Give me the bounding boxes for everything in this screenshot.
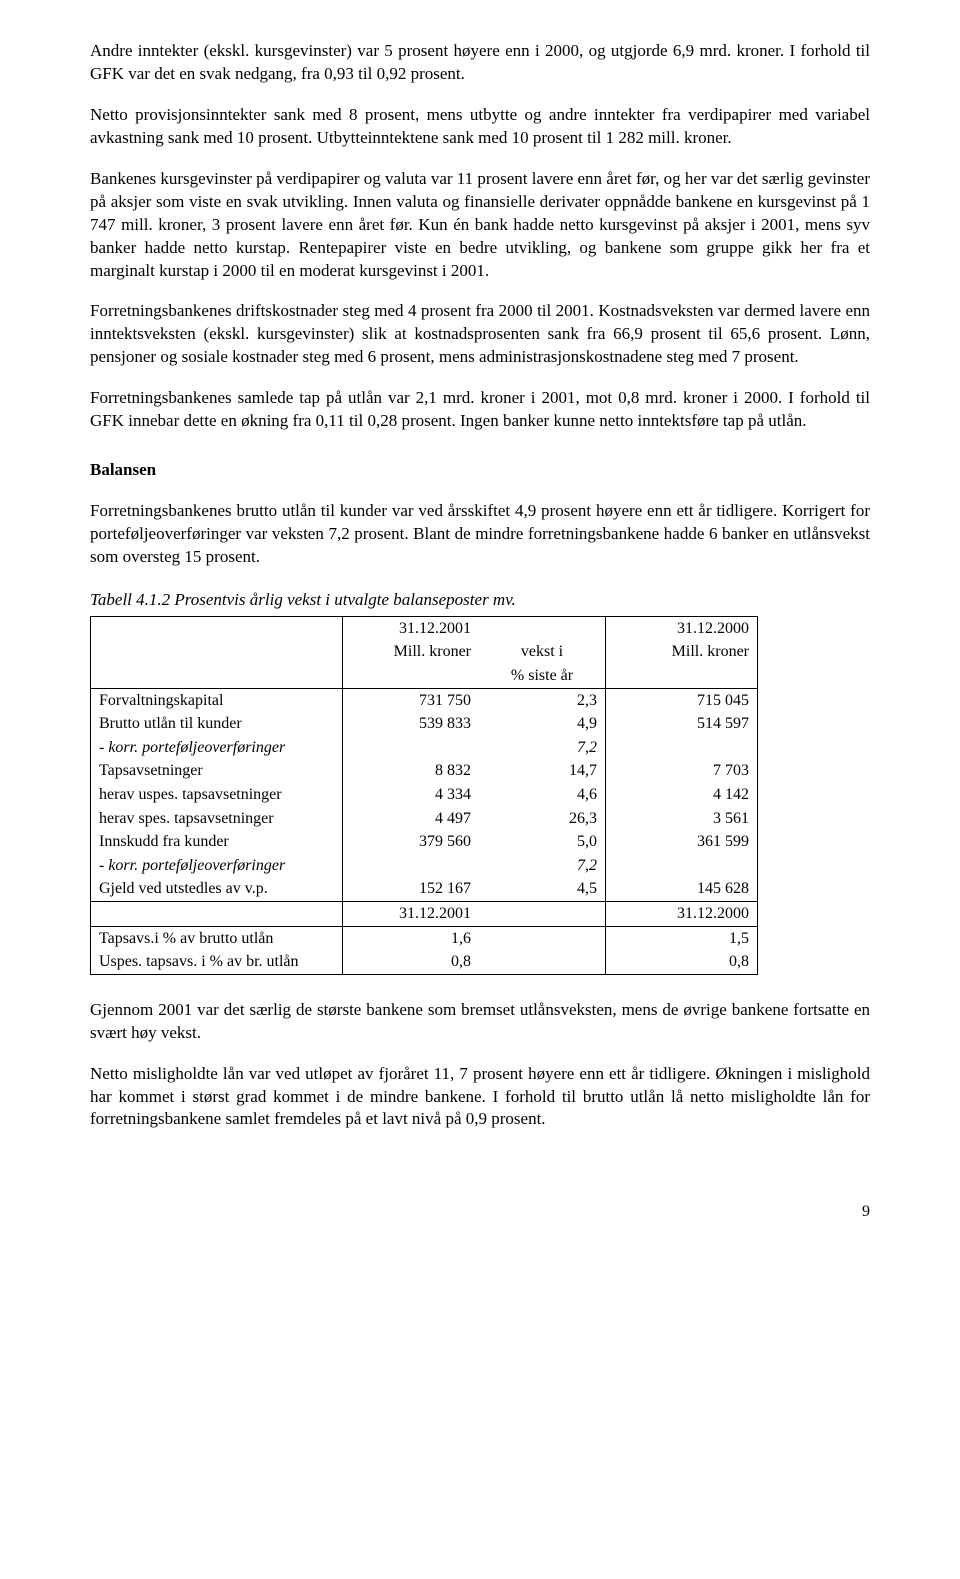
row-val: 7,2: [479, 854, 606, 878]
paragraph: Netto provisjonsinntekter sank med 8 pro…: [90, 104, 870, 150]
section-heading-balansen: Balansen: [90, 459, 870, 482]
row-val: 4 142: [606, 783, 758, 807]
paragraph: Bankenes kursgevinster på verdipapirer o…: [90, 168, 870, 283]
row-label: Tapsavsetninger: [91, 759, 343, 783]
col-header-date: 31.12.2000: [606, 901, 758, 926]
paragraph: Forretningsbankenes brutto utlån til kun…: [90, 500, 870, 569]
col-header-unit: Mill. kroner: [606, 640, 758, 664]
table-row: Innskudd fra kunder 379 560 5,0 361 599: [91, 830, 758, 854]
table-header-row: 31.12.2001 31.12.2000: [91, 616, 758, 640]
table-row: Gjeld ved utstedles av v.p. 152 167 4,5 …: [91, 877, 758, 901]
row-val: [343, 854, 480, 878]
row-val: 715 045: [606, 688, 758, 712]
row-val: 3 561: [606, 807, 758, 831]
row-val: 4,6: [479, 783, 606, 807]
table-row: Tapsavsetninger 8 832 14,7 7 703: [91, 759, 758, 783]
row-val: 4,5: [479, 877, 606, 901]
row-label: Gjeld ved utstedles av v.p.: [91, 877, 343, 901]
row-val: 1,5: [606, 926, 758, 950]
paragraph: Forretningsbankenes samlede tap på utlån…: [90, 387, 870, 433]
row-label: Innskudd fra kunder: [91, 830, 343, 854]
row-val: 4 334: [343, 783, 480, 807]
page-number: 9: [90, 1201, 870, 1223]
row-val: 379 560: [343, 830, 480, 854]
col-header-growth-unit: % siste år: [479, 664, 606, 688]
row-val: 8 832: [343, 759, 480, 783]
row-label: Uspes. tapsavs. i % av br. utlån: [91, 950, 343, 974]
row-val: 0,8: [606, 950, 758, 974]
table-row: herav uspes. tapsavsetninger 4 334 4,6 4…: [91, 783, 758, 807]
row-val: 7 703: [606, 759, 758, 783]
table-row: - korr. porteføljeoverføringer 7,2: [91, 736, 758, 760]
row-val: 361 599: [606, 830, 758, 854]
row-label: herav spes. tapsavsetninger: [91, 807, 343, 831]
table-header-row: Mill. kroner vekst i Mill. kroner: [91, 640, 758, 664]
balance-table: 31.12.2001 31.12.2000 Mill. kroner vekst…: [90, 616, 758, 975]
table-row: herav spes. tapsavsetninger 4 497 26,3 3…: [91, 807, 758, 831]
paragraph: Gjennom 2001 var det særlig de største b…: [90, 999, 870, 1045]
row-val: [606, 854, 758, 878]
paragraph: Netto misligholdte lån var ved utløpet a…: [90, 1063, 870, 1132]
table-subheader-row: 31.12.2001 31.12.2000: [91, 901, 758, 926]
row-val: 26,3: [479, 807, 606, 831]
row-val: 1,6: [343, 926, 480, 950]
row-label: - korr. porteføljeoverføringer: [91, 736, 343, 760]
row-val: 0,8: [343, 950, 480, 974]
col-header-date: 31.12.2000: [606, 616, 758, 640]
col-header-growth: vekst i: [479, 640, 606, 664]
row-val: [343, 736, 480, 760]
row-val: 4 497: [343, 807, 480, 831]
col-header-date: 31.12.2001: [343, 616, 480, 640]
table-row: Uspes. tapsavs. i % av br. utlån 0,8 0,8: [91, 950, 758, 974]
row-val: [606, 736, 758, 760]
row-label: Forvaltningskapital: [91, 688, 343, 712]
table-header-row: % siste år: [91, 664, 758, 688]
row-val: 152 167: [343, 877, 480, 901]
row-val: 145 628: [606, 877, 758, 901]
row-val: [479, 950, 606, 974]
table-row: Brutto utlån til kunder 539 833 4,9 514 …: [91, 712, 758, 736]
row-val: 4,9: [479, 712, 606, 736]
row-val: 514 597: [606, 712, 758, 736]
table-row: - korr. porteføljeoverføringer 7,2: [91, 854, 758, 878]
row-val: 5,0: [479, 830, 606, 854]
row-val: 7,2: [479, 736, 606, 760]
col-header-unit: Mill. kroner: [343, 640, 480, 664]
paragraph: Andre inntekter (ekskl. kursgevinster) v…: [90, 40, 870, 86]
row-val: 2,3: [479, 688, 606, 712]
table-title: Tabell 4.1.2 Prosentvis årlig vekst i ut…: [90, 589, 870, 612]
paragraph: Forretningsbankenes driftskostnader steg…: [90, 300, 870, 369]
document-page: Andre inntekter (ekskl. kursgevinster) v…: [0, 0, 960, 1263]
table-row: Forvaltningskapital 731 750 2,3 715 045: [91, 688, 758, 712]
row-label: Brutto utlån til kunder: [91, 712, 343, 736]
col-header-date: 31.12.2001: [343, 901, 480, 926]
table-row: Tapsavs.i % av brutto utlån 1,6 1,5: [91, 926, 758, 950]
row-val: 539 833: [343, 712, 480, 736]
row-label: Tapsavs.i % av brutto utlån: [91, 926, 343, 950]
row-val: 731 750: [343, 688, 480, 712]
row-val: 14,7: [479, 759, 606, 783]
row-val: [479, 926, 606, 950]
row-label: - korr. porteføljeoverføringer: [91, 854, 343, 878]
row-label: herav uspes. tapsavsetninger: [91, 783, 343, 807]
